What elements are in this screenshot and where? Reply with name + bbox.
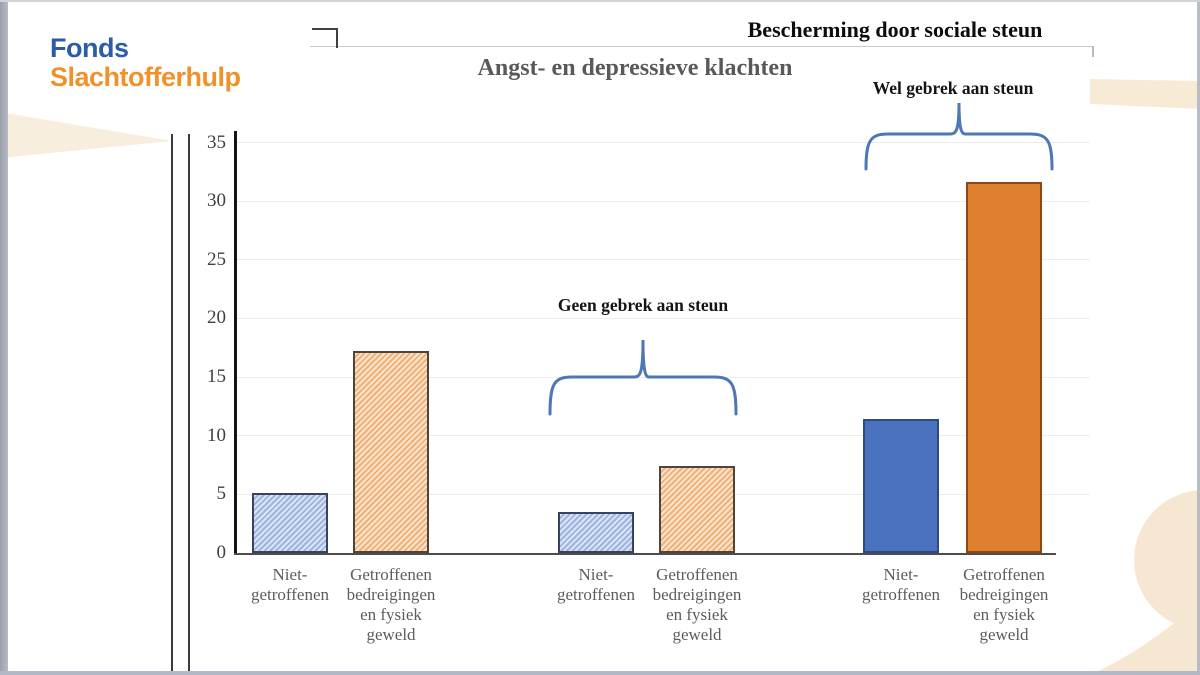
content-top-hairline bbox=[310, 46, 1093, 47]
y-tick-label-20: 20 bbox=[207, 307, 226, 329]
y-tick-label-25: 25 bbox=[207, 248, 226, 270]
bar-group2-niet-getroffenen bbox=[558, 512, 634, 553]
bar-group2-getroffenen bbox=[659, 466, 735, 553]
hairline-end-tick bbox=[1092, 46, 1094, 57]
slide-right-edge bbox=[1197, 0, 1200, 675]
logo-line-slachtofferhulp: Slachtofferhulp bbox=[50, 62, 241, 92]
top-right-beige-band bbox=[1090, 79, 1200, 109]
left-divider-line-outer bbox=[171, 134, 173, 672]
corner-mark-horizontal bbox=[312, 28, 338, 30]
bottom-right-beige-curve bbox=[1090, 601, 1200, 675]
x-category-label-group1-niet-getroffenen: Niet-getroffenen bbox=[250, 565, 330, 604]
y-tick-label-30: 30 bbox=[207, 190, 226, 212]
x-category-label-group3-getroffenen: Getroffenen bedreigingen en fysiek gewel… bbox=[959, 565, 1049, 644]
x-axis-line bbox=[234, 553, 1056, 555]
gridline-10 bbox=[237, 435, 1090, 437]
slide-bottom-edge bbox=[0, 671, 1200, 675]
slide-top-edge bbox=[0, 0, 1200, 2]
logo-line-fonds: Fonds bbox=[50, 33, 129, 63]
x-category-label-group2-niet-getroffenen: Niet-getroffenen bbox=[556, 565, 636, 604]
x-category-label-group2-getroffenen: Getroffenen bedreigingen en fysiek gewel… bbox=[652, 565, 742, 644]
slide-title: Bescherming door sociale steun bbox=[747, 17, 1043, 42]
slide-left-edge bbox=[0, 0, 8, 675]
gridline-20 bbox=[237, 317, 1090, 319]
logo-background-box bbox=[34, 8, 310, 110]
y-axis-line bbox=[234, 131, 237, 553]
brace-wel-gebrek bbox=[864, 102, 1054, 171]
y-tick-label-0: 0 bbox=[216, 542, 227, 563]
brace-geen-gebrek bbox=[548, 339, 738, 416]
bar-group3-getroffenen bbox=[966, 182, 1042, 553]
gridline-30 bbox=[237, 200, 1090, 202]
x-category-label-group3-niet-getroffenen: Niet-getroffenen bbox=[861, 565, 941, 604]
right-beige-semicircle bbox=[1134, 490, 1200, 630]
left-divider-line-inner bbox=[188, 134, 190, 672]
left-beige-wedge bbox=[0, 112, 172, 158]
corner-mark-vertical bbox=[336, 28, 338, 48]
annotation-geen-gebrek-aan-steun: Geen gebrek aan steun bbox=[557, 295, 729, 315]
y-tick-label-10: 10 bbox=[207, 424, 226, 446]
fonds-slachtofferhulp-logo: Fonds Slachtofferhulp bbox=[50, 34, 241, 92]
y-tick-label-35: 35 bbox=[207, 131, 226, 153]
chart-title: Angst- en depressieve klachten bbox=[477, 55, 793, 81]
gridline-25 bbox=[237, 259, 1090, 261]
gridline-35 bbox=[237, 142, 1090, 143]
x-category-label-group1-getroffenen: Getroffenen bedreigingen en fysiek gewel… bbox=[346, 565, 436, 644]
bar-group1-getroffenen bbox=[353, 351, 429, 553]
bar-group3-niet-getroffenen bbox=[863, 419, 939, 553]
annotation-wel-gebrek-aan-steun: Wel gebrek aan steun bbox=[872, 78, 1034, 98]
y-tick-label-5: 5 bbox=[216, 483, 227, 505]
y-tick-label-15: 15 bbox=[207, 366, 226, 388]
bar-group1-niet-getroffenen bbox=[252, 493, 328, 553]
